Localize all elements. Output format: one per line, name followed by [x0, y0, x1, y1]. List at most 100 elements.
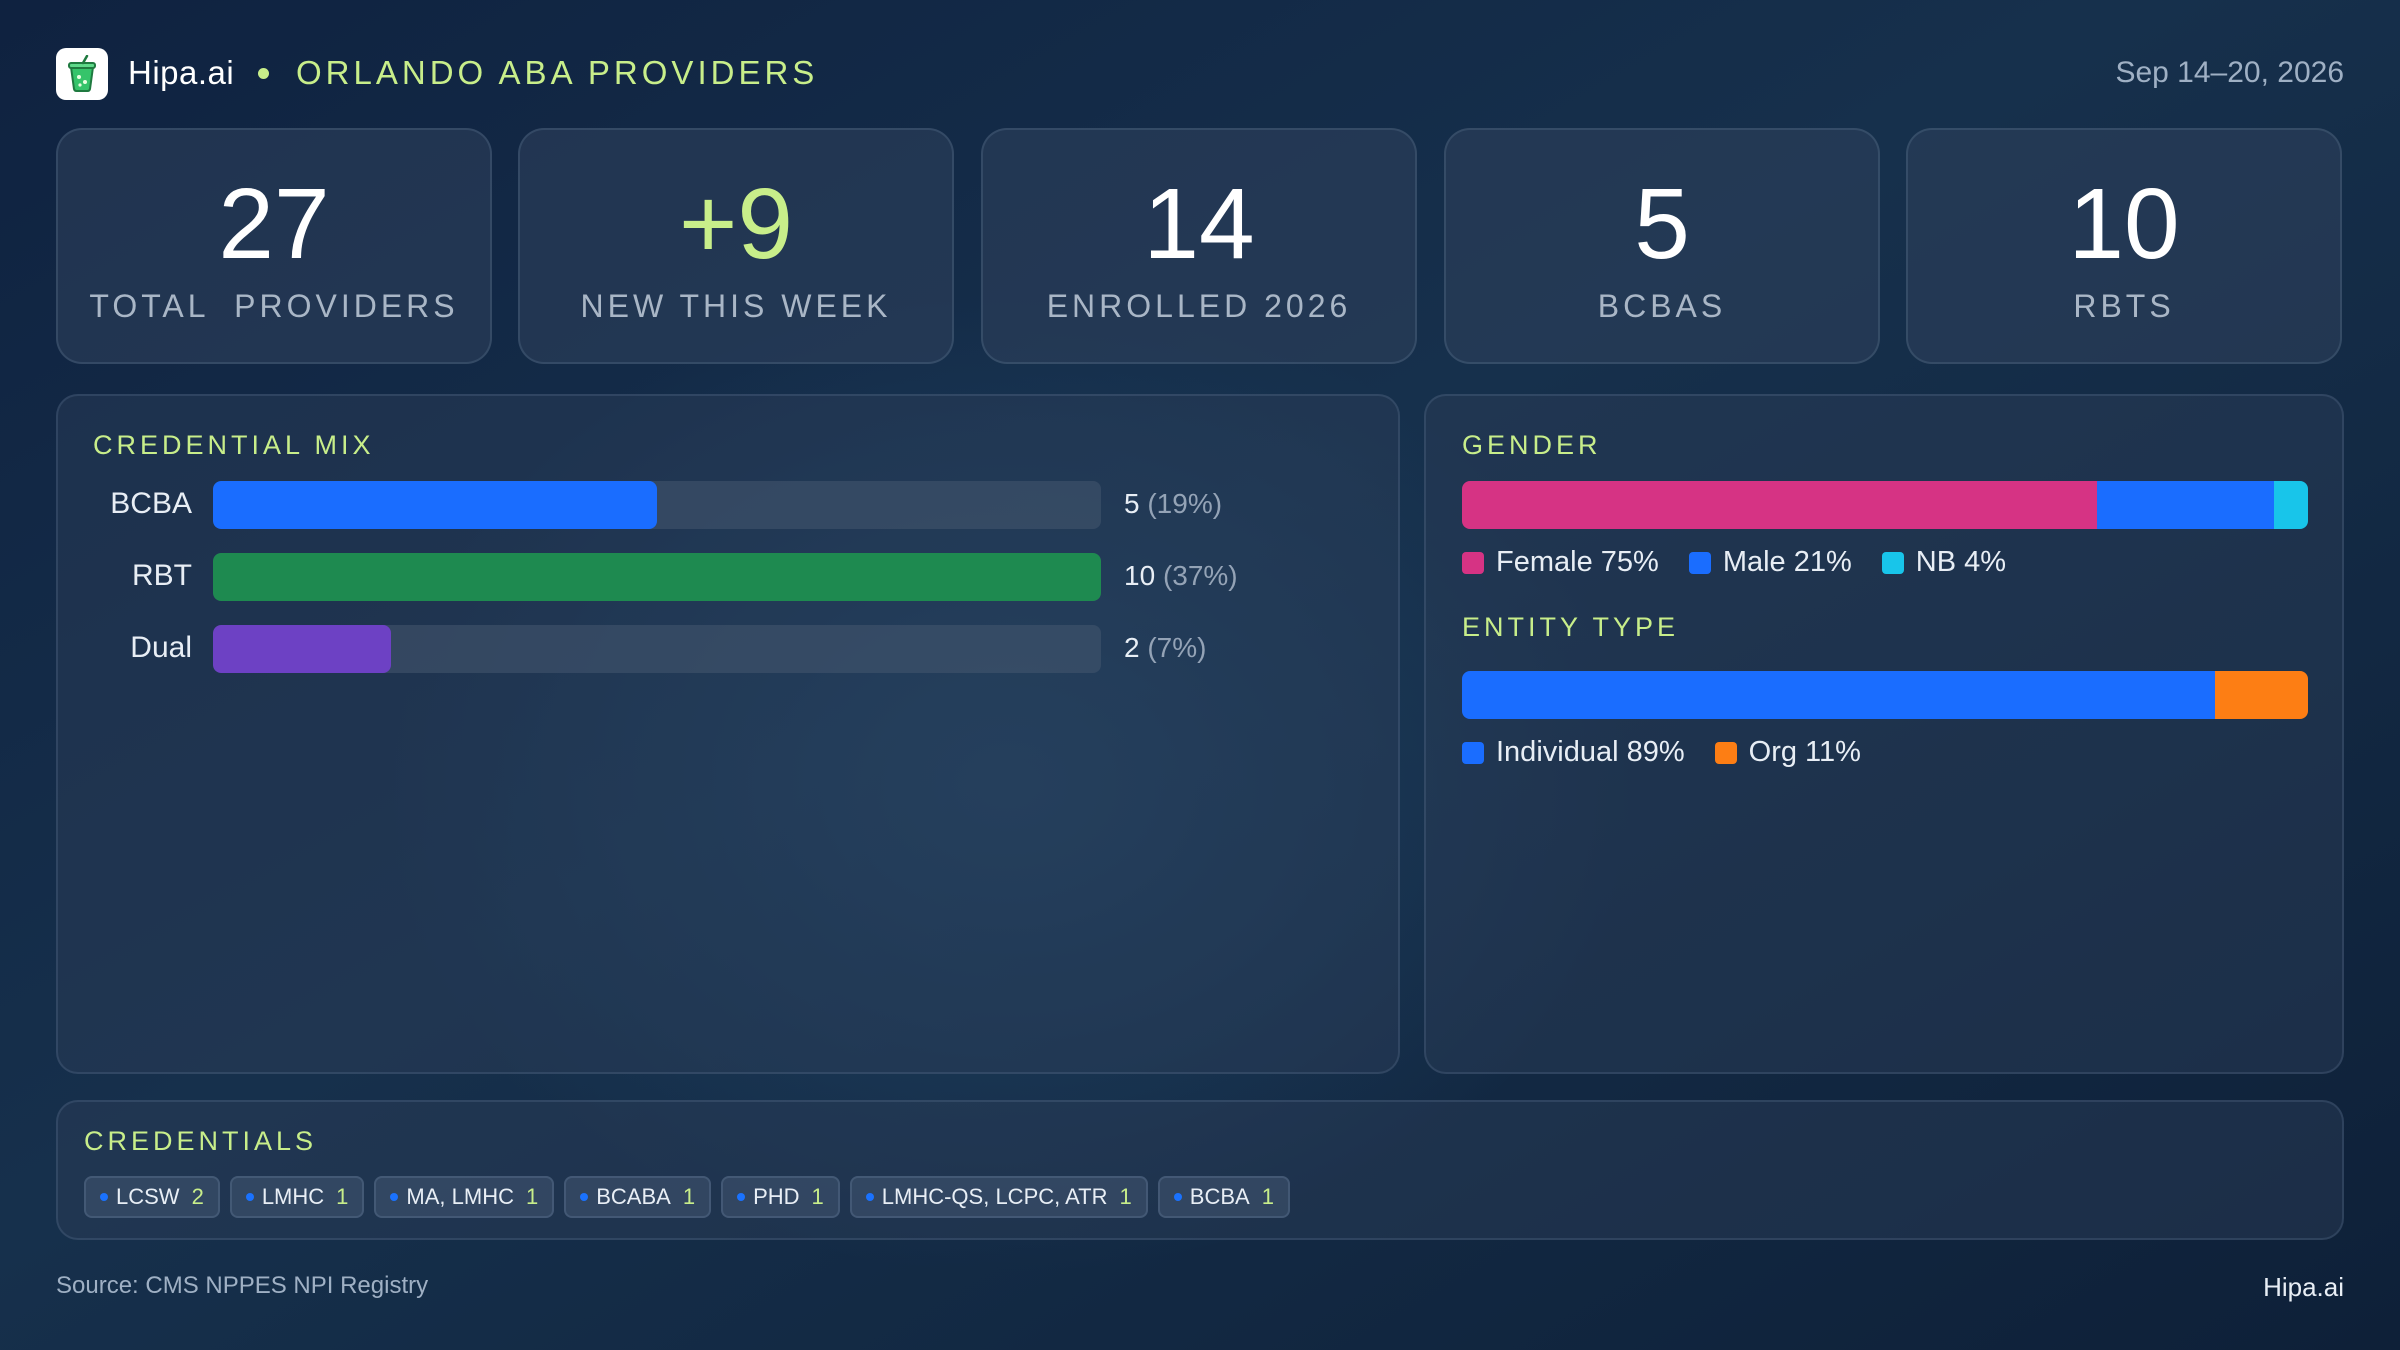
chip-dot	[580, 1193, 589, 1201]
gender-segment-female	[1462, 481, 2097, 529]
legend-swatch	[1881, 551, 1904, 574]
chip-label: BCABA	[596, 1184, 671, 1209]
legend-swatch	[1462, 551, 1484, 574]
credential-bar-fill	[213, 481, 657, 529]
chip-label: MA, LMHC	[406, 1184, 514, 1209]
chip-count: 1	[525, 1184, 539, 1209]
credentials-panel	[56, 1100, 2344, 1240]
legend-swatch	[1688, 551, 1711, 574]
credential-value: 2 (7%)	[1124, 632, 1206, 664]
credential-bar-track	[213, 625, 1101, 673]
stat-value: 27	[218, 168, 330, 280]
entity-type-title: ENTITY TYPE	[1462, 612, 1680, 642]
legend-label: Female 75%	[1496, 546, 1659, 578]
chip-dot	[100, 1193, 108, 1201]
credential-percent: (7%)	[1147, 632, 1207, 663]
date-range: Sep 14–20, 2026	[2115, 56, 2344, 89]
chip-label: LMHC-QS, LCPC, ATR	[881, 1184, 1108, 1209]
stat-label: TOTAL PROVIDERS	[89, 288, 459, 324]
legend-swatch	[1462, 741, 1484, 764]
gender-segment-male	[2096, 481, 2275, 529]
credential-chip: BCBA 1	[1157, 1176, 1290, 1218]
entity-segment-org	[2214, 671, 2308, 719]
chip-dot	[245, 1193, 254, 1201]
credential-percent: (37%)	[1162, 560, 1238, 591]
stat-label: RBTS	[2073, 288, 2175, 324]
legend-item-org: Org 11%	[1714, 736, 1861, 769]
credential-row-bcba: BCBA 5 (19%)	[56, 481, 1356, 531]
legend-label: Org 11%	[1748, 736, 1861, 768]
stat-value: 14	[1143, 168, 1255, 280]
stat-card-new-this-week: +9 NEW THIS WEEK	[518, 128, 954, 364]
chip-count: 1	[811, 1184, 824, 1209]
credential-chip: MA, LMHC 1	[374, 1176, 555, 1218]
credentials-title: CREDENTIALS	[84, 1126, 318, 1156]
credential-label: RBT	[132, 559, 192, 592]
gender-segment-nb	[2274, 481, 2308, 529]
legend-label: Individual 89%	[1496, 736, 1685, 768]
chip-label: LMHC	[261, 1184, 325, 1209]
credential-row-dual: Dual 2 (7%)	[56, 625, 1356, 675]
legend-item-male: Male 21%	[1688, 546, 1852, 579]
chip-dot	[1173, 1193, 1182, 1201]
chip-label: LCSW	[116, 1184, 180, 1209]
chip-count: 1	[682, 1184, 696, 1209]
credential-chip: LMHC-QS, LCPC, ATR 1	[849, 1176, 1148, 1218]
chip-label: PHD	[753, 1184, 800, 1209]
stat-card-bcbas: 5 BCBAS	[1444, 128, 1880, 364]
credential-bar-track	[213, 481, 1101, 529]
chip-count: 2	[191, 1184, 204, 1209]
credential-row-rbt: RBT 10 (37%)	[56, 553, 1356, 603]
legend-swatch	[1714, 741, 1737, 764]
credential-label: Dual	[130, 631, 192, 664]
chip-count: 1	[336, 1184, 349, 1209]
legend-item-individual: Individual 89%	[1462, 736, 1685, 769]
data-source-note: Source: CMS NPPES NPI Registry	[56, 1272, 429, 1299]
credential-count: 10	[1124, 560, 1156, 591]
chip-count: 1	[1261, 1184, 1274, 1209]
credential-bar-fill	[213, 553, 1101, 601]
stat-card-rbts: 10 RBTS	[1906, 128, 2342, 364]
separator-dot	[258, 68, 269, 79]
credential-chip: PHD 1	[721, 1176, 840, 1218]
chip-dot	[390, 1193, 399, 1201]
legend-label: NB 4%	[1915, 546, 2007, 578]
chip-dot	[737, 1193, 746, 1201]
credential-chip: LMHC 1	[229, 1176, 365, 1218]
gender-legend: Female 75% Male 21% NB 4%	[1462, 546, 2006, 579]
stat-card-enrolled: 14 ENROLLED 2026	[981, 128, 1417, 364]
page-title: ORLANDO ABA PROVIDERS	[296, 54, 819, 91]
chip-count: 1	[1119, 1184, 1132, 1209]
brand-name: Hipa.ai	[128, 54, 235, 91]
legend-label: Male 21%	[1722, 546, 1852, 578]
stat-card-total-providers: 27 TOTAL PROVIDERS	[56, 128, 492, 364]
gender-title: GENDER	[1462, 430, 1602, 460]
legend-item-female: Female 75%	[1462, 546, 1659, 579]
stat-value: 10	[2068, 168, 2180, 280]
gender-stacked-bar	[1462, 481, 2308, 529]
entity-type-stacked-bar	[1462, 671, 2308, 719]
credential-mix-title: CREDENTIAL MIX	[93, 430, 375, 460]
credential-label: BCBA	[110, 487, 192, 520]
credential-bar-track	[213, 553, 1101, 601]
credential-percent: (19%)	[1147, 488, 1223, 519]
credential-chip-list: LCSW 2 LMHC 1 MA, LMHC 1 BCABA 1 PHD 1 LMHC-Q…	[84, 1176, 1290, 1218]
stat-value: +9	[678, 168, 793, 280]
entity-segment-individual	[1462, 671, 2215, 719]
stat-label: ENROLLED 2026	[1046, 288, 1352, 324]
stat-label: BCBAS	[1597, 288, 1727, 324]
footer-brand: Hipa.ai	[2263, 1272, 2344, 1302]
entity-type-legend: Individual 89% Org 11%	[1462, 736, 1861, 769]
legend-item-nb: NB 4%	[1881, 546, 2007, 579]
credential-chip: BCABA 1	[564, 1176, 712, 1218]
stat-label: NEW THIS WEEK	[580, 288, 892, 324]
drink-cup-icon	[68, 55, 96, 92]
chip-dot	[865, 1193, 874, 1201]
credential-count: 5	[1124, 488, 1140, 519]
credential-count: 2	[1124, 632, 1140, 663]
brand-logo	[56, 48, 108, 100]
credential-value: 10 (37%)	[1124, 560, 1238, 592]
credential-bar-fill	[213, 625, 391, 673]
stat-value: 5	[1634, 168, 1690, 280]
credential-value: 5 (19%)	[1124, 488, 1222, 520]
